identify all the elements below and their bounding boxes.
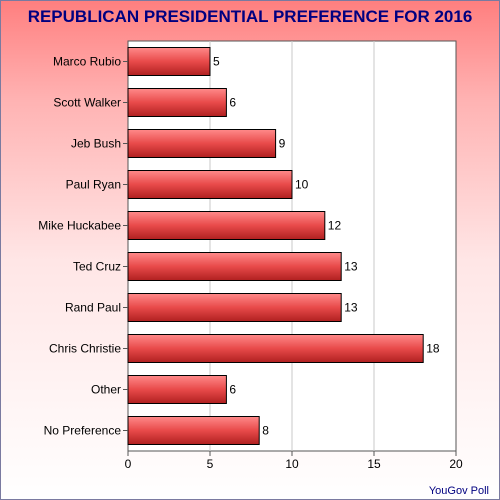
bar-value-label: 12 [328,219,342,233]
bar-value-label: 18 [426,342,440,356]
x-tick-label: 5 [207,457,214,471]
category-label: Scott Walker [53,96,121,110]
source-label: YouGov Poll [428,485,489,497]
bar-value-label: 6 [229,383,236,397]
bar-value-label: 8 [262,424,269,438]
bar [127,416,260,445]
bar-value-label: 9 [279,137,286,151]
bar [127,375,227,404]
bar-value-label: 13 [344,301,358,315]
category-label: No Preference [44,424,122,438]
category-label: Paul Ryan [66,178,121,192]
x-tick-label: 20 [449,457,463,471]
x-tick-label: 0 [125,457,132,471]
category-label: Mike Huckabee [38,219,121,233]
bar-value-label: 10 [295,178,309,192]
bar [127,88,227,117]
bar [127,293,342,322]
category-label: Ted Cruz [73,260,121,274]
chart-title: REPUBLICAN PRESIDENTIAL PREFERENCE FOR 2… [27,7,473,26]
bars: 5 6 9 10 12 13 13 18 6 8 [127,47,440,445]
category-label: Jeb Bush [71,137,121,151]
x-tick-label: 10 [285,457,299,471]
category-label: Other [91,383,121,397]
bar-value-label: 13 [344,260,358,274]
bar [127,47,211,76]
category-labels: Marco Rubio Scott Walker Jeb Bush Paul Ryan… [38,55,128,438]
x-tick-label: 15 [367,457,381,471]
category-label: Rand Paul [65,301,121,315]
bar [127,334,424,363]
bar-value-label: 6 [229,96,236,110]
x-axis-ticks: 0 5 10 15 20 [125,451,463,471]
category-label: Marco Rubio [53,55,121,69]
bar [127,211,326,240]
bar-value-label: 5 [213,55,220,69]
bar [127,170,293,199]
bar [127,252,342,281]
bar [127,129,277,158]
category-label: Chris Christie [49,342,121,356]
